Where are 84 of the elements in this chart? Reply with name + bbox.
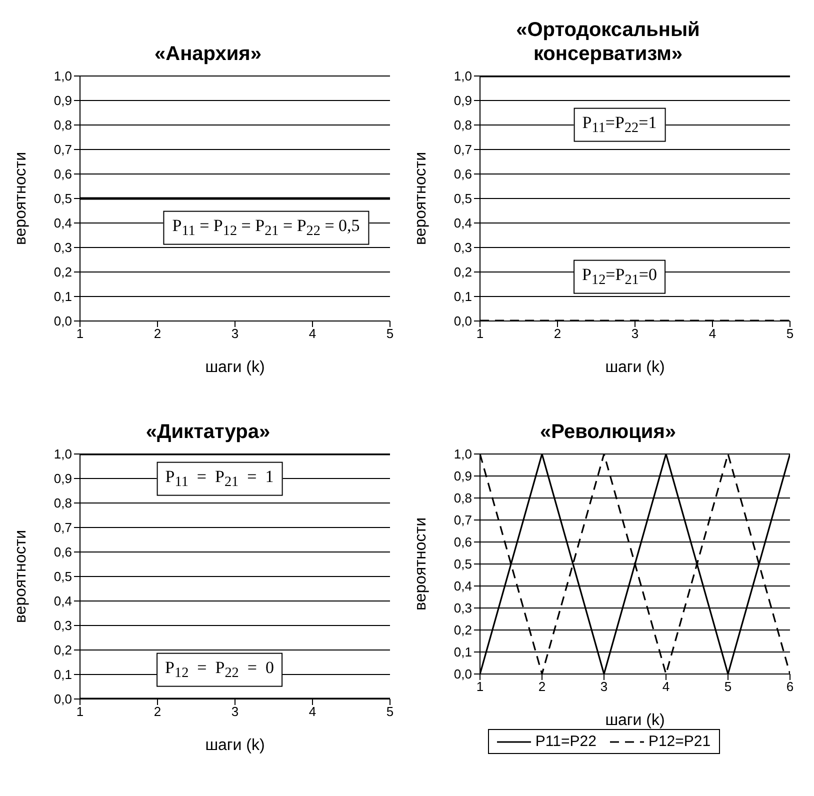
x-tick-label: 2 xyxy=(154,704,162,720)
x-tick-label: 3 xyxy=(231,326,239,342)
y-tick-label: 0,8 xyxy=(454,490,472,506)
x-tick-label: 6 xyxy=(786,679,794,694)
y-tick-label: 0,6 xyxy=(54,544,72,560)
y-tick-label: 0,0 xyxy=(54,692,72,707)
annotation: P$_{12}$=P$_{21}$=0 xyxy=(573,260,666,294)
y-tick-label: 0,4 xyxy=(454,578,472,594)
y-tick-label: 0,4 xyxy=(54,594,72,609)
y-tick-label: 0,6 xyxy=(54,166,72,182)
y-tick-label: 1,0 xyxy=(54,446,72,462)
y-tick-label: 0,1 xyxy=(54,289,72,304)
x-tick-label: 5 xyxy=(724,679,732,694)
y-tick-label: 0,3 xyxy=(54,240,72,256)
legend-label: P12=P21 xyxy=(647,733,711,750)
y-tick-label: 0,9 xyxy=(54,93,72,108)
y-axis-title: вероятности xyxy=(12,152,30,246)
x-axis-title: шаги (k) xyxy=(605,359,665,376)
y-tick-label: 0,1 xyxy=(454,289,472,304)
x-tick-label: 1 xyxy=(76,704,84,720)
y-tick-label: 0,5 xyxy=(54,569,72,584)
x-tick-label: 1 xyxy=(476,326,484,342)
annotation: P$_{11}$ = P$_{21}$ = 1 xyxy=(156,461,283,496)
y-tick-label: 0,3 xyxy=(454,600,472,616)
x-tick-label: 1 xyxy=(476,679,484,694)
x-tick-label: 5 xyxy=(786,326,794,342)
y-tick-label: 0,8 xyxy=(454,118,472,133)
x-tick-label: 2 xyxy=(538,679,546,694)
y-tick-label: 0,6 xyxy=(454,166,472,182)
annotation: P$_{11}$=P$_{22}$=1 xyxy=(573,108,666,142)
x-tick-label: 4 xyxy=(308,704,316,720)
y-tick-label: 0,9 xyxy=(454,468,472,484)
y-tick-label: 0,4 xyxy=(454,216,472,231)
chart-title: «Ортодоксальный консерватизм» xyxy=(515,18,701,66)
y-tick-label: 0,3 xyxy=(454,240,472,256)
y-tick-label: 0,7 xyxy=(454,142,472,158)
x-tick-label: 3 xyxy=(631,326,639,342)
y-tick-label: 0,2 xyxy=(54,642,72,658)
y-tick-label: 1,0 xyxy=(454,446,472,462)
y-tick-label: 0,5 xyxy=(454,556,472,572)
chart-title: «Революция» xyxy=(538,420,677,444)
y-tick-label: 0,0 xyxy=(54,314,72,329)
y-tick-label: 1,0 xyxy=(54,68,72,84)
x-axis-title: шаги (k) xyxy=(605,712,665,729)
y-tick-label: 0,5 xyxy=(54,191,72,206)
y-tick-label: 0,1 xyxy=(54,667,72,682)
y-tick-label: 0,7 xyxy=(454,512,472,528)
x-tick-label: 4 xyxy=(308,326,316,342)
chart-title: «Диктатура» xyxy=(144,420,272,444)
y-axis-title: вероятности xyxy=(412,152,430,246)
y-tick-label: 0,9 xyxy=(454,93,472,108)
x-tick-label: 4 xyxy=(708,326,716,342)
y-tick-label: 0,5 xyxy=(454,191,472,206)
y-tick-label: 0,1 xyxy=(454,644,472,660)
x-axis-title: шаги (k) xyxy=(205,359,265,376)
y-tick-label: 0,0 xyxy=(454,666,472,682)
text: P$_{11}$ = P$_{12}$ = P$_{21}$ = P$_{22}$ = 0,5 xyxy=(172,216,360,240)
x-tick-label: 5 xyxy=(386,326,394,342)
y-tick-label: 0,7 xyxy=(54,520,72,536)
y-tick-label: 0,0 xyxy=(454,314,472,329)
y-tick-label: 0,2 xyxy=(54,264,72,280)
chart-title: «Анархия» xyxy=(154,42,262,66)
x-axis-title: шаги (k) xyxy=(205,737,265,754)
y-tick-label: 0,9 xyxy=(54,471,72,486)
y-tick-label: 0,6 xyxy=(454,534,472,550)
x-tick-label: 3 xyxy=(600,679,608,694)
y-axis-title: вероятности xyxy=(412,517,430,611)
x-tick-label: 4 xyxy=(662,679,670,694)
x-tick-label: 3 xyxy=(231,704,239,720)
y-tick-label: 0,2 xyxy=(454,622,472,638)
y-tick-label: 0,4 xyxy=(54,216,72,231)
x-tick-label: 5 xyxy=(386,704,394,720)
y-tick-label: 0,8 xyxy=(54,496,72,511)
x-tick-label: 2 xyxy=(554,326,562,342)
y-tick-label: 0,2 xyxy=(454,264,472,280)
y-tick-label: 0,3 xyxy=(54,618,72,634)
y-axis-title: вероятности xyxy=(12,530,30,624)
legend-label: P11=P22 xyxy=(534,733,596,750)
annotation: P$_{12}$ = P$_{22}$ = 0 xyxy=(156,652,283,687)
y-tick-label: 1,0 xyxy=(454,68,472,84)
x-tick-label: 1 xyxy=(76,326,84,342)
y-tick-label: 0,8 xyxy=(54,118,72,133)
x-tick-label: 2 xyxy=(154,326,162,342)
y-tick-label: 0,7 xyxy=(54,142,72,158)
